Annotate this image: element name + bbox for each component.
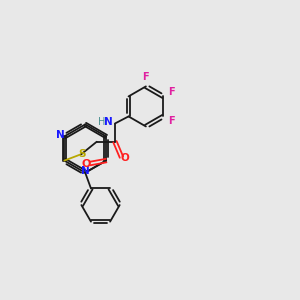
Text: N: N (104, 117, 113, 127)
Text: H: H (98, 117, 106, 127)
Text: F: F (168, 87, 175, 97)
Text: F: F (142, 72, 149, 82)
Text: S: S (78, 149, 86, 159)
Text: O: O (81, 158, 91, 169)
Text: F: F (168, 116, 175, 126)
Text: N: N (81, 167, 90, 176)
Text: N: N (56, 130, 64, 140)
Text: O: O (121, 153, 129, 163)
